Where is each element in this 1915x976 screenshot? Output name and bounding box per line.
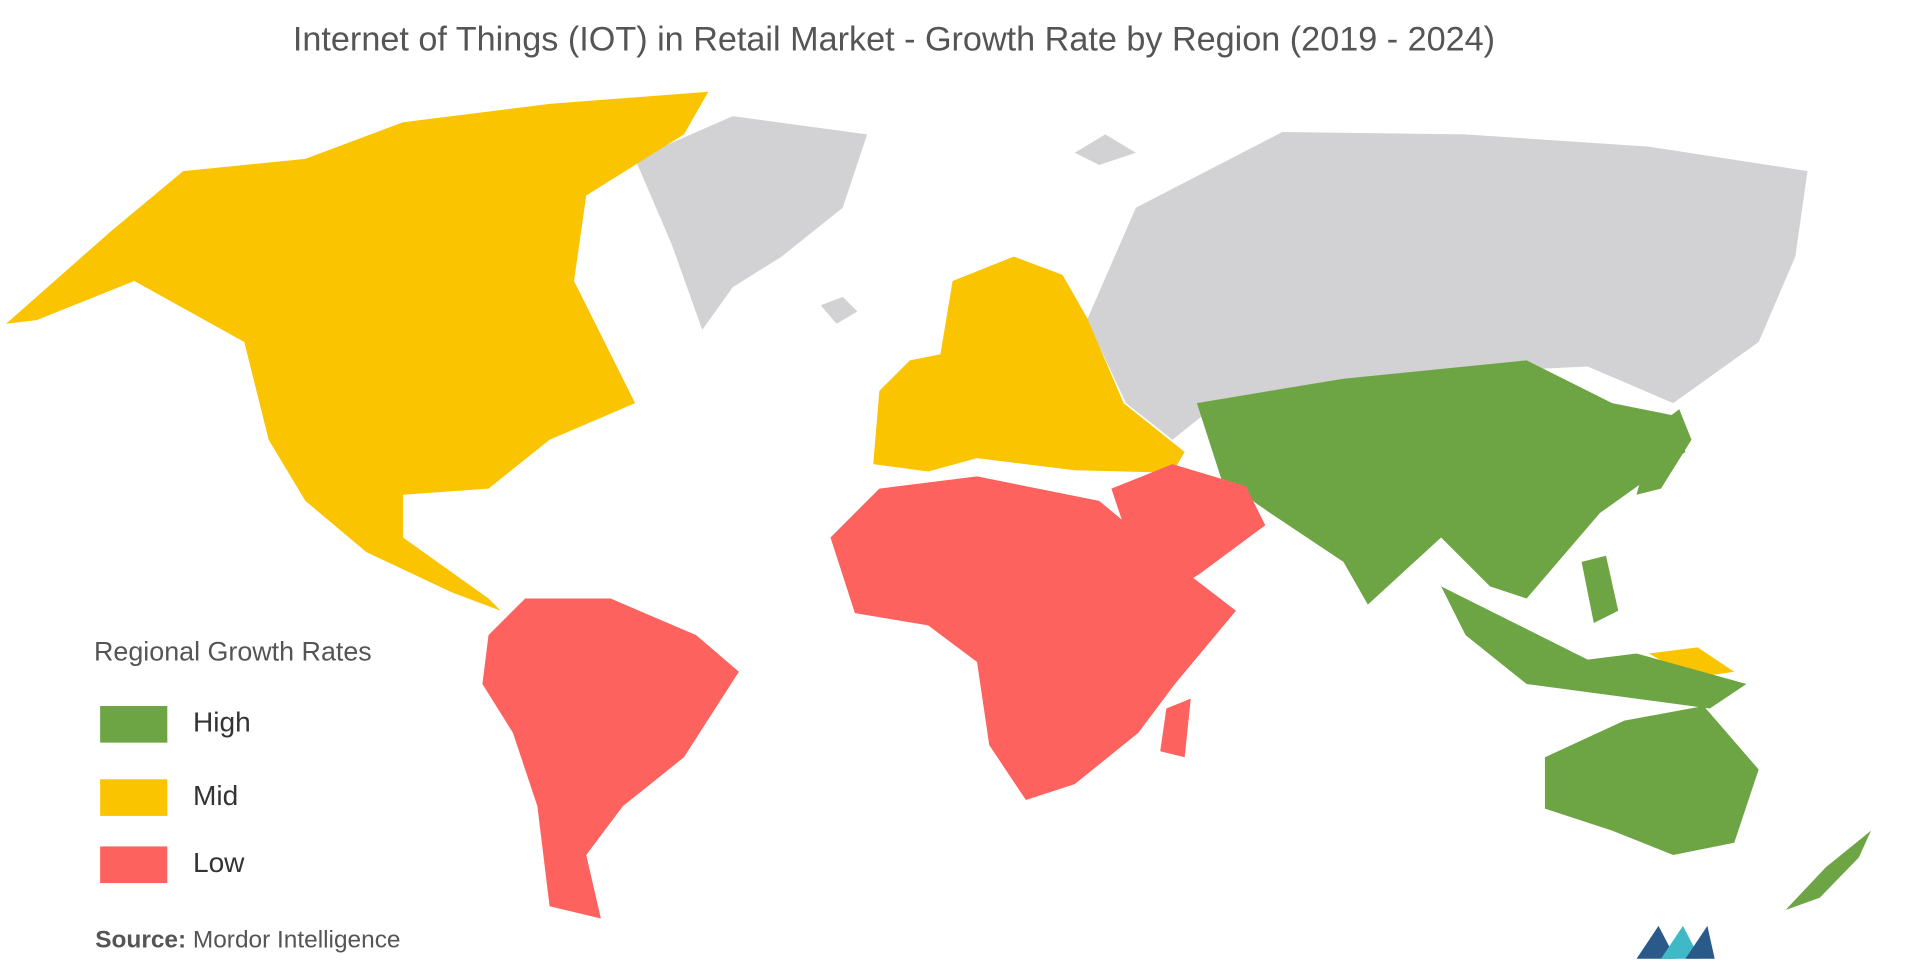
source-text: Mordor Intelligence (193, 927, 401, 954)
legend: High Mid Low (100, 706, 251, 884)
world-map (6, 91, 1872, 919)
madagascar (1160, 698, 1191, 758)
legend-swatch (100, 846, 168, 884)
southeast-asia-islands (1441, 586, 1747, 709)
source-label: Source: (95, 927, 186, 954)
title: Internet of Things (IOT) in Retail Marke… (293, 21, 1495, 59)
australia (1544, 706, 1759, 856)
europe (873, 256, 1185, 473)
asia (1196, 360, 1686, 605)
japan (1636, 409, 1692, 495)
logo (1636, 925, 1715, 959)
legend-label: Mid (193, 780, 238, 811)
legend-swatch (100, 706, 168, 743)
legend-title: Regional Growth Rates (94, 637, 372, 667)
greenland (635, 116, 868, 330)
middle-east (1111, 464, 1266, 599)
legend-label: High (193, 707, 251, 738)
source: Source: Mordor Intelligence (95, 927, 400, 954)
papua (1648, 647, 1735, 678)
iceland (820, 296, 858, 324)
svalbard (1074, 134, 1136, 165)
philippines (1581, 555, 1619, 623)
north-america (6, 91, 709, 611)
south-america (482, 598, 739, 919)
legend-label: Low (193, 847, 245, 878)
legend-swatch (100, 779, 168, 816)
new-zealand (1785, 830, 1872, 910)
russia-north-asia (1086, 131, 1808, 440)
